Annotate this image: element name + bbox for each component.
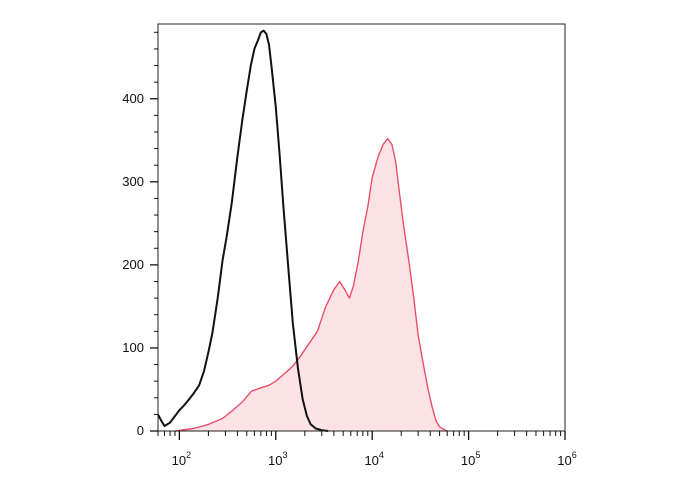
series-2-line — [157, 29, 329, 432]
series-layer — [157, 29, 448, 432]
x-tick-label: 102 — [172, 450, 191, 468]
plot-frame — [157, 23, 566, 432]
x-tick-label: 105 — [461, 450, 480, 468]
y-tick-label: 200 — [122, 257, 144, 272]
y-tick-label: 300 — [122, 174, 144, 189]
axes-layer: 102 103 104 105 106 0 100 200 300 400 — [122, 31, 577, 468]
y-tick-label: 0 — [137, 423, 144, 438]
x-tick-label: 106 — [557, 450, 576, 468]
series-1-area — [175, 138, 448, 431]
series-1-line — [174, 137, 448, 432]
y-tick-label: 100 — [122, 340, 144, 355]
y-tick-label: 400 — [122, 91, 144, 106]
x-tick-label: 104 — [364, 450, 383, 468]
x-tick-label: 103 — [268, 450, 287, 468]
